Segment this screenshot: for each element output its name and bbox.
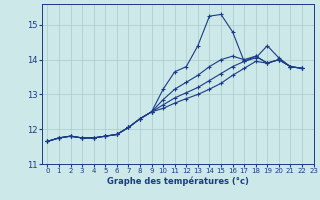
X-axis label: Graphe des températures (°c): Graphe des températures (°c) <box>107 177 249 186</box>
